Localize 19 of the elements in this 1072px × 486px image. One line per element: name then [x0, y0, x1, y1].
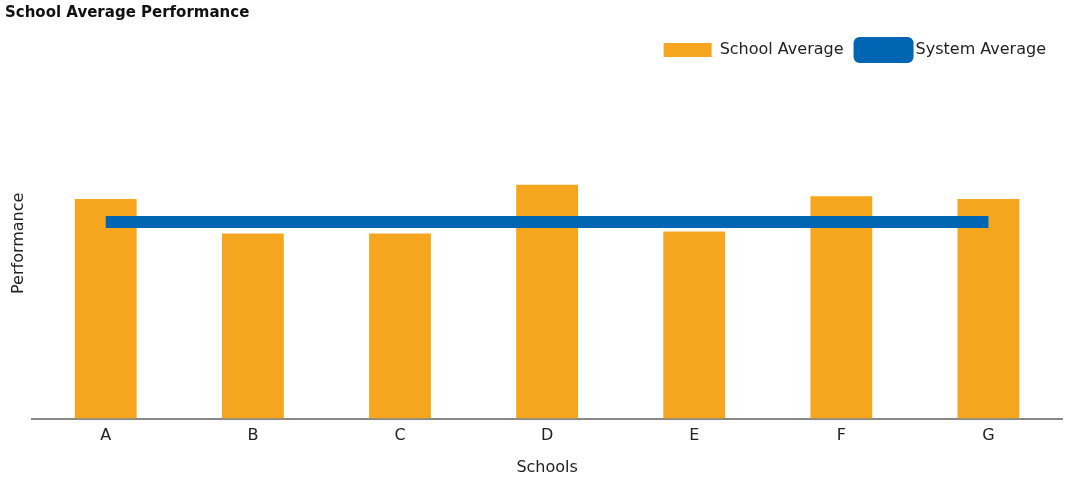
x-tick-label: C [394, 425, 406, 445]
x-tick-label: E [689, 425, 700, 445]
bar [663, 231, 726, 419]
x-tick-label: D [540, 425, 554, 445]
x-axis-title: Schools [516, 456, 578, 476]
x-tick-label: F [836, 425, 846, 445]
bar [810, 196, 873, 419]
x-tick-label: B [247, 425, 259, 445]
bar [957, 199, 1020, 419]
chart-title: School Average Performance [5, 2, 250, 21]
bar [221, 233, 284, 419]
bar [369, 233, 431, 419]
bar [516, 184, 578, 419]
bar [74, 199, 137, 419]
x-tick-label: G [982, 425, 995, 445]
y-axis-title: Performance [7, 192, 27, 294]
legend-label: System Average [915, 39, 1046, 59]
x-tick-label: A [100, 425, 112, 445]
legend-label: School Average [719, 39, 844, 59]
